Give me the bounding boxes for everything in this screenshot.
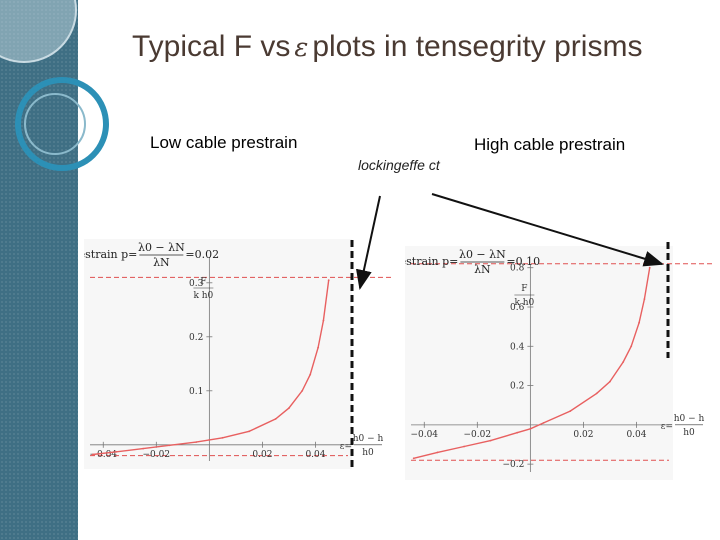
y-tick-label: 0.6 <box>510 303 525 313</box>
prestrain-numerator: λ0 − λN <box>138 241 185 254</box>
x-axis-label-prefix: ε= <box>661 422 673 432</box>
data-point <box>322 319 325 322</box>
x-tick-label: −0.02 <box>464 430 492 440</box>
decor-circle-middle <box>15 77 109 171</box>
prestrain-value: =0.02 <box>185 248 219 261</box>
data-point <box>142 447 144 450</box>
x-axis-label-numerator: h0 − h <box>353 434 384 444</box>
high-prestrain-label: High cable prestrain <box>474 135 626 154</box>
y-tick-label: 0.8 <box>510 264 525 274</box>
x-axis-label-denominator: h0 <box>362 448 374 458</box>
y-tick-label: 0.2 <box>189 333 203 343</box>
x-tick-label: 0.04 <box>626 430 646 440</box>
prestrain-value: =0.10 <box>506 255 540 268</box>
data-point <box>115 450 118 453</box>
data-point <box>195 441 197 443</box>
chart-low-prestrain: −0.04−0.020.020.040.10.20.3prestrain p=λ… <box>84 239 394 469</box>
data-point <box>91 453 94 456</box>
data-point <box>638 321 640 324</box>
prestrain-numerator: λ0 − λN <box>459 248 506 261</box>
data-point <box>327 279 330 281</box>
data-point <box>542 422 545 424</box>
x-tick-label: −0.04 <box>89 450 117 460</box>
slide-title: Typical F vs ε plots in tensegrity prisms <box>132 30 642 64</box>
data-point <box>274 418 277 420</box>
x-tick-label: 0.02 <box>573 430 593 440</box>
plot-background <box>84 239 352 469</box>
data-point <box>595 392 598 395</box>
data-point <box>412 457 415 460</box>
low-prestrain-label: Low cable prestrain <box>150 133 298 152</box>
data-point <box>622 361 625 363</box>
title-prefix: Typical F vs <box>132 30 291 63</box>
y-axis-label-denominator: k h0 <box>514 298 534 308</box>
y-tick-label: −0.2 <box>503 460 525 470</box>
data-point <box>516 431 518 434</box>
x-axis-label-numerator: h0 − h <box>674 414 705 424</box>
chart-high-prestrain: −0.04 −0.02 0.02 0.04 −0.2 0.2 0.4 0.6 0.8 prestr… <box>405 246 715 480</box>
data-point <box>529 427 532 430</box>
data-point <box>301 389 304 392</box>
x-tick-label: 0.02 <box>252 450 272 460</box>
decorative-circles <box>0 0 109 171</box>
data-point <box>208 439 211 441</box>
title-suffix: plots in tensegrity prisms <box>312 30 643 63</box>
decor-circle-inner <box>24 93 86 155</box>
prestrain-denominator: λN <box>474 263 491 276</box>
epsilon-symbol: ε <box>294 33 309 63</box>
y-tick-label: 0.3 <box>189 279 204 289</box>
data-point <box>569 410 572 412</box>
x-axis-label-denominator: h0 <box>683 428 695 438</box>
y-tick-label: 0.4 <box>510 342 525 352</box>
sidebar-panel <box>0 0 78 540</box>
x-tick-label: 0.04 <box>305 450 325 460</box>
data-point <box>609 380 611 383</box>
y-tick-label: 0.2 <box>510 382 524 392</box>
x-tick-label: −0.04 <box>410 430 438 440</box>
data-point <box>168 444 171 447</box>
data-point <box>648 266 651 269</box>
data-point <box>309 373 312 376</box>
y-axis-label-denominator: k h0 <box>193 291 213 301</box>
locking-effect-annotation: lockingeffe ct <box>358 157 440 173</box>
y-axis-label-numerator: F <box>521 284 527 294</box>
data-point <box>489 439 492 442</box>
data-point <box>643 298 646 300</box>
data-point <box>436 451 439 454</box>
data-point <box>221 436 224 439</box>
prestrain-denominator: λN <box>153 256 170 269</box>
prestrain-label: prestrain p= <box>84 248 137 261</box>
data-point <box>248 430 251 433</box>
plot-background <box>405 246 673 480</box>
data-point <box>317 346 319 349</box>
x-axis-label-prefix: ε= <box>340 442 352 452</box>
data-point <box>630 345 633 348</box>
y-tick-label: 0.1 <box>189 387 203 397</box>
y-axis-label-numerator: F <box>200 277 206 287</box>
prestrain-label: prestrain p= <box>405 255 458 268</box>
data-point <box>288 407 290 409</box>
decor-circle-top <box>0 0 77 63</box>
data-point <box>463 445 465 448</box>
x-tick-label: −0.02 <box>143 450 171 460</box>
